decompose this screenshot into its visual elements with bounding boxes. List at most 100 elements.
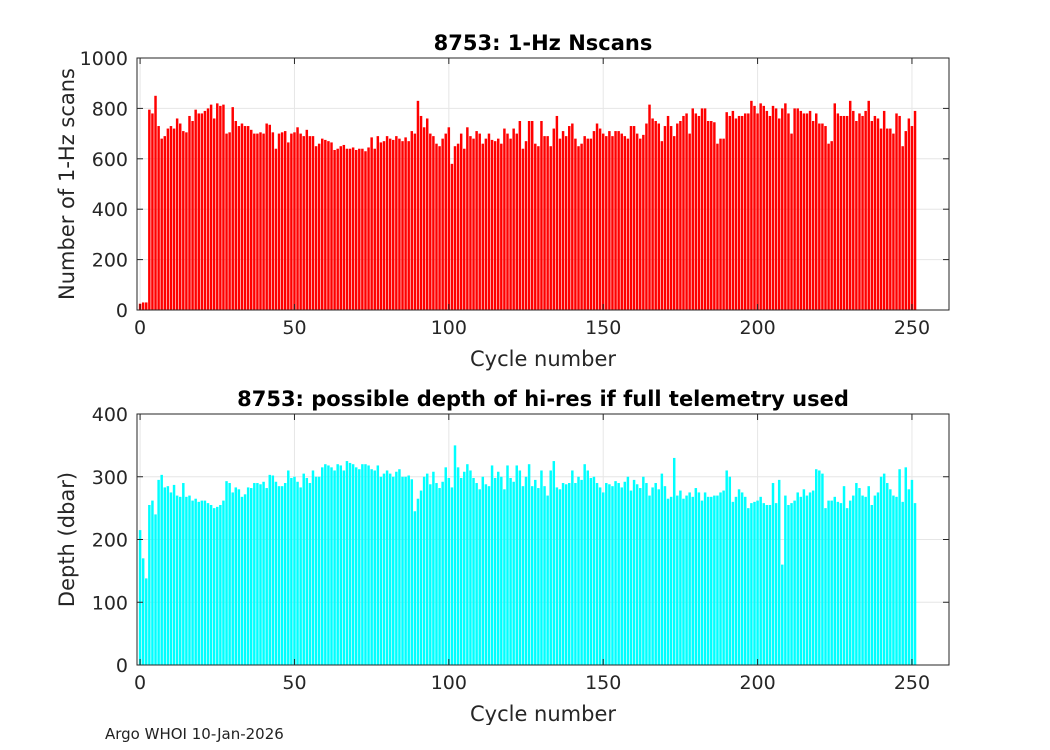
bar [611, 136, 614, 310]
bar [444, 467, 447, 665]
bar [601, 492, 605, 665]
bar [203, 500, 207, 665]
bar [703, 492, 707, 665]
bar [435, 483, 438, 665]
bar [243, 126, 247, 310]
bar [444, 133, 447, 310]
bar [182, 483, 185, 665]
bar [666, 498, 670, 665]
bar [796, 492, 799, 665]
bar [737, 489, 741, 665]
bar [382, 141, 386, 310]
bar [425, 473, 429, 665]
bar [191, 121, 194, 310]
bar [240, 496, 244, 665]
bar [250, 129, 253, 310]
bar [472, 478, 475, 665]
bar [379, 476, 383, 665]
bar [145, 578, 148, 665]
bar [413, 511, 417, 665]
bar [534, 143, 537, 310]
bar [324, 464, 327, 665]
bar [694, 488, 698, 665]
bar [290, 133, 293, 310]
bar [818, 123, 821, 311]
bar [358, 469, 361, 665]
bar [280, 132, 284, 310]
bar [367, 465, 370, 665]
bar [713, 495, 716, 665]
bar [642, 134, 645, 310]
bar [716, 143, 719, 310]
bar [867, 486, 870, 665]
bar [787, 504, 790, 665]
bar [669, 496, 673, 665]
x-tick-label: 100 [431, 672, 467, 694]
y-tick-label: 200 [92, 530, 128, 552]
bar [571, 470, 574, 665]
bar [657, 123, 661, 311]
bar [710, 121, 713, 310]
bar [858, 488, 861, 665]
bar [747, 113, 750, 310]
bar [524, 476, 528, 665]
bar [654, 483, 657, 665]
bar [848, 500, 852, 665]
bar [395, 136, 398, 310]
bar [432, 136, 435, 310]
bar [682, 498, 685, 665]
bar [364, 464, 367, 665]
bar [595, 483, 599, 665]
bar [614, 131, 617, 310]
bar [626, 138, 630, 310]
bar [740, 115, 744, 311]
bar [756, 500, 759, 665]
bar [370, 469, 373, 665]
bar [895, 113, 898, 310]
bar [824, 508, 827, 666]
bar [178, 496, 182, 665]
bar [438, 488, 441, 665]
bar [765, 504, 769, 665]
bar [685, 495, 688, 665]
bar [839, 503, 843, 665]
bar [521, 486, 525, 665]
bar [568, 126, 571, 310]
bar [450, 487, 454, 665]
bar [351, 464, 355, 665]
bar [212, 508, 216, 666]
bar [163, 487, 167, 665]
x-tick-label: 50 [282, 672, 306, 694]
bar [552, 461, 556, 665]
bar [432, 471, 435, 665]
bar [879, 128, 883, 310]
bar [592, 131, 596, 310]
bar [175, 495, 179, 665]
y-tick-label: 600 [92, 149, 128, 171]
bar [475, 483, 478, 665]
bar [651, 118, 654, 310]
bar [422, 127, 426, 310]
bar [676, 495, 679, 665]
bar [172, 484, 176, 665]
bar [506, 133, 509, 310]
bar [876, 492, 880, 665]
bar [574, 138, 577, 310]
bar [639, 138, 642, 310]
bar [657, 489, 661, 665]
bar [379, 142, 383, 310]
bar [305, 478, 309, 665]
bar [148, 504, 151, 665]
bar [734, 118, 738, 310]
bar [725, 112, 728, 311]
bar [768, 504, 772, 665]
bar [815, 469, 818, 665]
bar [283, 131, 287, 310]
bar [876, 118, 880, 310]
bar [546, 495, 549, 665]
bar [296, 481, 299, 665]
bar [203, 110, 207, 310]
bar [503, 489, 506, 665]
bar [271, 132, 275, 310]
bar [703, 108, 707, 311]
